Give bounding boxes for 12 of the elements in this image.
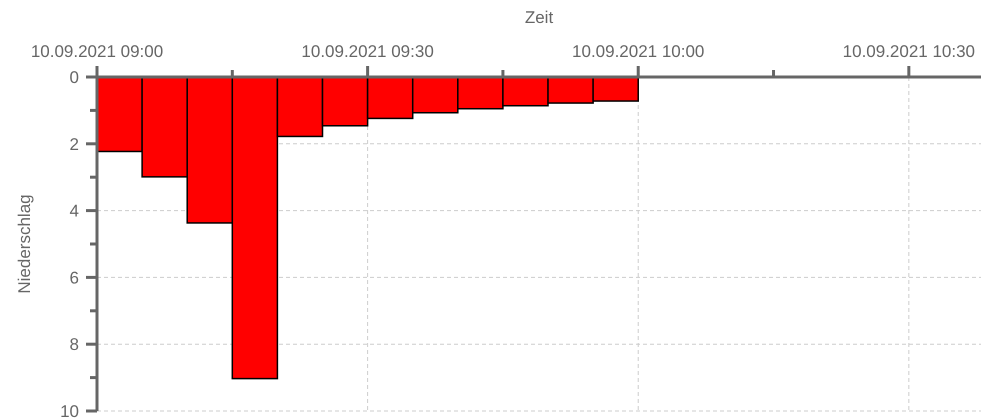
- y-tick-label: 4: [70, 202, 79, 221]
- y-tick-label: 2: [70, 134, 79, 154]
- y-tick-label: 0: [70, 68, 79, 87]
- x-tick-label: 10.09.2021 09:00: [30, 42, 164, 61]
- y-tick-label: 10: [60, 402, 79, 419]
- x-axis-title: Zeit: [524, 8, 554, 28]
- x-tick-label: 10.09.2021 09:30: [301, 42, 434, 61]
- y-axis-title: Niederschlag: [15, 194, 35, 294]
- y-tick-label: 8: [70, 335, 79, 354]
- x-tick-label: 10.09.2021 10:00: [572, 42, 704, 61]
- y-tick-label: 6: [70, 268, 79, 288]
- x-tick-label: 10.09.2021 10:30: [842, 42, 976, 61]
